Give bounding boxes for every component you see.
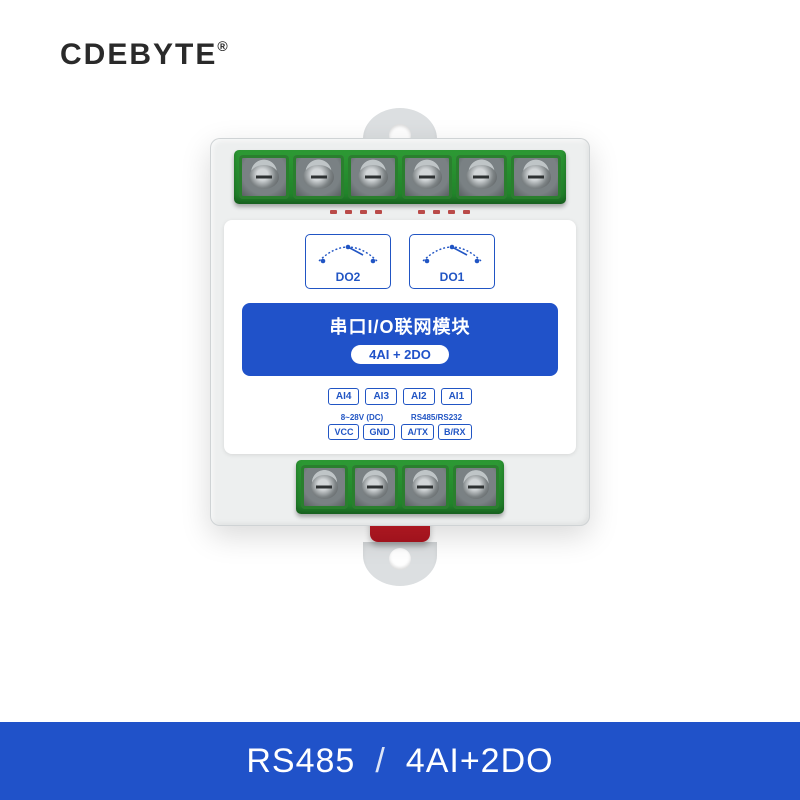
- comm-column: RS485/RS232 A/TX B/RX: [401, 413, 471, 440]
- relay-icon: [417, 241, 487, 267]
- device-shell: DO2 DO1 串口I/O联网模块 4AI + 2DO: [210, 138, 590, 526]
- faceplate: DO2 DO1 串口I/O联网模块 4AI + 2DO: [224, 220, 576, 454]
- led-group: [330, 210, 382, 214]
- ai-row: AI4 AI3 AI2 AI1: [242, 388, 558, 405]
- screw-terminal: [293, 155, 343, 199]
- caption-left: RS485: [246, 742, 355, 781]
- caption-right: 4AI+2DO: [406, 742, 554, 781]
- terminal-strip-top: [234, 150, 566, 204]
- screw-terminal: [239, 155, 289, 199]
- ai-chip: AI3: [365, 388, 397, 405]
- brand-logo: CDEBYTE®: [60, 38, 230, 72]
- comm-header: RS485/RS232: [401, 413, 471, 422]
- pin-chip: B/RX: [438, 424, 472, 440]
- led-icon: [345, 210, 352, 214]
- led-icon: [360, 210, 367, 214]
- ai-chip: AI2: [403, 388, 435, 405]
- pin-chip: GND: [363, 424, 395, 440]
- led-icon: [418, 210, 425, 214]
- brand-mark: ®: [217, 38, 229, 54]
- led-icon: [433, 210, 440, 214]
- title-pill: 4AI + 2DO: [351, 345, 449, 364]
- brand-name: CDEBYTE: [60, 38, 217, 71]
- mount-tab-bottom: [363, 542, 437, 586]
- power-header: 8~28V (DC): [328, 413, 395, 422]
- do-box: DO2: [305, 234, 391, 289]
- led-group: [418, 210, 470, 214]
- ai-chip: AI1: [441, 388, 473, 405]
- led-icon: [330, 210, 337, 214]
- screw-terminal: [402, 465, 449, 509]
- title-block: 串口I/O联网模块 4AI + 2DO: [242, 303, 558, 376]
- screw-terminal: [352, 465, 399, 509]
- screw-terminal: [456, 155, 506, 199]
- do-row: DO2 DO1: [242, 234, 558, 289]
- screw-terminal: [301, 465, 348, 509]
- do-label: DO2: [336, 270, 361, 284]
- led-icon: [463, 210, 470, 214]
- led-icon: [375, 210, 382, 214]
- pin-chip: A/TX: [401, 424, 434, 440]
- terminal-strip-bottom: [296, 460, 504, 514]
- power-column: 8~28V (DC) VCC GND: [328, 413, 395, 440]
- status-leds: [216, 210, 584, 214]
- do-label: DO1: [440, 270, 465, 284]
- led-icon: [448, 210, 455, 214]
- screw-terminal: [453, 465, 500, 509]
- screw-terminal: [511, 155, 561, 199]
- caption-bar: RS485 / 4AI+2DO: [0, 722, 800, 800]
- title-chinese: 串口I/O联网模块: [242, 313, 558, 339]
- conn-row: 8~28V (DC) VCC GND RS485/RS232 A/TX B/RX: [242, 413, 558, 440]
- relay-icon: [313, 241, 383, 267]
- screw-terminal: [348, 155, 398, 199]
- pin-chip: VCC: [328, 424, 359, 440]
- do-box: DO1: [409, 234, 495, 289]
- screw-terminal: [402, 155, 452, 199]
- device: DO2 DO1 串口I/O联网模块 4AI + 2DO: [210, 108, 590, 586]
- caption-separator: /: [375, 742, 385, 781]
- ai-chip: AI4: [328, 388, 360, 405]
